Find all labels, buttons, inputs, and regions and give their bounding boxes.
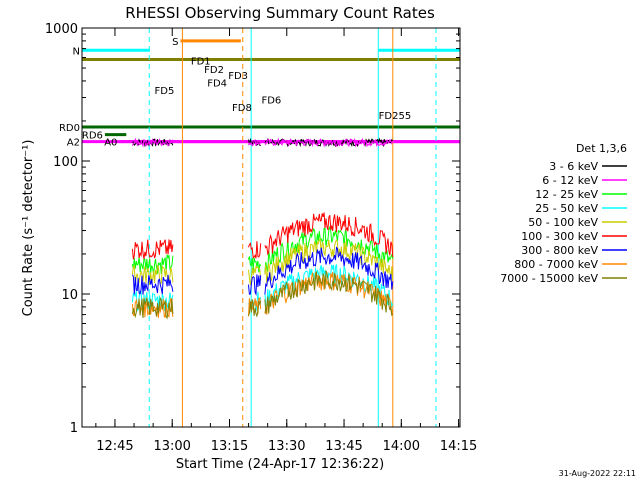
series-line-4-seg-0 — [131, 264, 174, 286]
y-tick-label-10: 10 — [61, 288, 78, 303]
legend-header: Det 1,3,6 — [576, 142, 627, 155]
series-line-1-seg-0 — [131, 137, 174, 148]
legend-label-4: 50 - 100 keV — [528, 216, 598, 229]
series-line-5-seg-0 — [131, 239, 174, 260]
x-tick-label-1245: 12:45 — [96, 439, 133, 454]
flag-label-n: N — [73, 46, 80, 57]
legend-label-6: 300 - 800 keV — [521, 244, 598, 257]
x-axis-label: Start Time (24-Apr-17 12:36:22) — [176, 457, 384, 472]
series-line-5-seg-1 — [248, 241, 262, 259]
footer-timestamp: 31-Aug-2022 22:11 — [559, 469, 636, 478]
y-tick-label-100: 100 — [53, 155, 78, 170]
x-axis: 12:45 13:00 13:15 13:30 13:45 14:00 14:15 — [95, 28, 477, 454]
series-line-8-seg-1 — [248, 299, 262, 318]
series-line-5-seg-2 — [264, 212, 394, 258]
y-axis-label: Count Rate (s⁻¹ detector⁻¹) — [21, 140, 36, 317]
series-line-2-seg-1 — [248, 256, 262, 273]
flag-label-rd0: RD0 — [59, 123, 80, 134]
annotation-fd6: FD6 — [261, 96, 281, 107]
series-line-1-seg-1 — [248, 139, 262, 147]
series-line-4-seg-2 — [264, 238, 394, 284]
legend-label-1: 6 - 12 keV — [542, 174, 598, 187]
x-tick-label-1300: 13:00 — [153, 439, 190, 454]
annotation-fd1: FD1 — [191, 57, 211, 68]
flag-label-rd6: RD6 — [82, 131, 103, 142]
legend-label-8: 7000 - 15000 keV — [500, 272, 598, 285]
series-line-1-seg-2 — [264, 137, 394, 148]
y-tick-label-1: 1 — [70, 421, 78, 436]
annotation-fd4: FD4 — [207, 79, 227, 90]
flag-label-a0: A0 — [104, 138, 117, 149]
x-tick-label-1345: 13:45 — [325, 439, 362, 454]
series-line-0-seg-0 — [132, 138, 174, 148]
x-tick-label-1415: 14:15 — [440, 439, 477, 454]
flag-label-a2: A2 — [67, 138, 80, 149]
legend-label-3: 25 - 50 keV — [535, 202, 598, 215]
series-line-4-seg-1 — [248, 264, 262, 286]
x-tick-label-1400: 14:00 — [383, 439, 420, 454]
series-line-6-seg-1 — [248, 274, 262, 296]
annotation-fd5: FD5 — [155, 86, 175, 97]
series-line-8-seg-2 — [264, 269, 394, 317]
series-lines — [131, 137, 394, 320]
series-line-8-seg-0 — [131, 297, 174, 320]
annotation-fd3: FD3 — [228, 71, 248, 82]
flag-label-s: S — [172, 37, 178, 48]
legend-label-0: 3 - 6 keV — [549, 160, 598, 173]
legend-label-2: 12 - 25 keV — [535, 188, 598, 201]
y-tick-label-1000: 1000 — [45, 22, 78, 37]
y-axis: 1 10 100 1000 — [45, 22, 460, 436]
series-line-6-seg-2 — [264, 246, 394, 295]
annotation-fd2: FD2 — [204, 65, 224, 76]
series-line-6-seg-0 — [131, 274, 174, 295]
x-tick-label-1330: 13:30 — [268, 439, 305, 454]
vertical-markers — [81, 28, 437, 427]
annotation-fd8: FD8 — [232, 103, 252, 114]
annotation-fd255: FD255 — [379, 111, 412, 122]
plot-frame — [81, 27, 461, 428]
series-line-0-seg-1 — [248, 137, 261, 147]
x-tick-label-1315: 13:15 — [211, 439, 248, 454]
series-line-3-seg-0 — [131, 290, 174, 312]
chart-title: RHESSI Observing Summary Count Rates — [125, 4, 435, 22]
legend-label-5: 100 - 300 keV — [521, 230, 598, 243]
legend-label-7: 800 - 7000 keV — [514, 258, 598, 271]
